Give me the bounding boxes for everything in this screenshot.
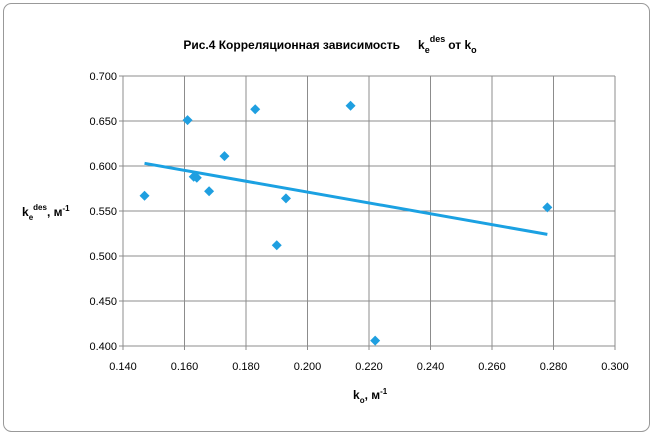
- data-point: [182, 115, 193, 126]
- data-point: [139, 190, 150, 201]
- data-point: [345, 100, 356, 111]
- data-point: [271, 240, 282, 251]
- y-axis-label: kedes, м-1: [22, 203, 70, 222]
- x-tick-label: 0.140: [109, 361, 137, 373]
- data-point: [370, 335, 381, 346]
- x-tick-label: 0.280: [540, 361, 568, 373]
- title-text: Рис.4 Корреляционная зависимость: [183, 38, 400, 52]
- title-subscript: o: [471, 45, 477, 55]
- x-tick-label: 0.260: [478, 361, 506, 373]
- label-superscript: -1: [62, 204, 70, 213]
- label-superscript: des: [33, 203, 47, 212]
- x-tick-label: 0.200: [294, 361, 322, 373]
- data-point: [280, 193, 291, 204]
- data-point: [250, 104, 261, 115]
- label-symbol: k: [22, 205, 29, 219]
- y-tick-label: 0.650: [89, 116, 117, 128]
- x-tick-label: 0.220: [355, 361, 383, 373]
- y-tick-label: 0.450: [89, 296, 117, 308]
- title-superscript: des: [430, 34, 446, 44]
- title-subscript: e: [425, 45, 430, 55]
- trendline: [144, 161, 548, 236]
- label-subscript: o: [360, 396, 365, 405]
- y-tick-label: 0.500: [89, 251, 117, 263]
- label-superscript: -1: [380, 387, 388, 396]
- chart-title: Рис.4 Корреляционная зависимость kedes от …: [183, 34, 477, 55]
- data-point: [204, 186, 215, 197]
- label-unit: , м: [47, 205, 63, 219]
- y-tick-label: 0.400: [89, 341, 117, 353]
- x-tick-label: 0.300: [601, 361, 629, 373]
- data-point: [191, 172, 202, 183]
- title-symbol: k: [418, 38, 425, 52]
- label-subscript: e: [29, 213, 34, 222]
- chart-frame: [3, 3, 650, 432]
- x-axis-label: ko, м-1: [353, 387, 388, 405]
- y-tick-label: 0.600: [89, 161, 117, 173]
- y-tick-label: 0.550: [89, 206, 117, 218]
- data-point: [219, 151, 230, 162]
- x-tick-label: 0.240: [417, 361, 445, 373]
- data-point: [542, 202, 553, 213]
- title-text: от k: [448, 38, 471, 52]
- label-unit: , м: [365, 388, 381, 402]
- y-tick-label: 0.700: [89, 71, 117, 83]
- label-symbol: k: [353, 388, 360, 402]
- x-tick-label: 0.160: [171, 361, 199, 373]
- x-tick-label: 0.180: [232, 361, 260, 373]
